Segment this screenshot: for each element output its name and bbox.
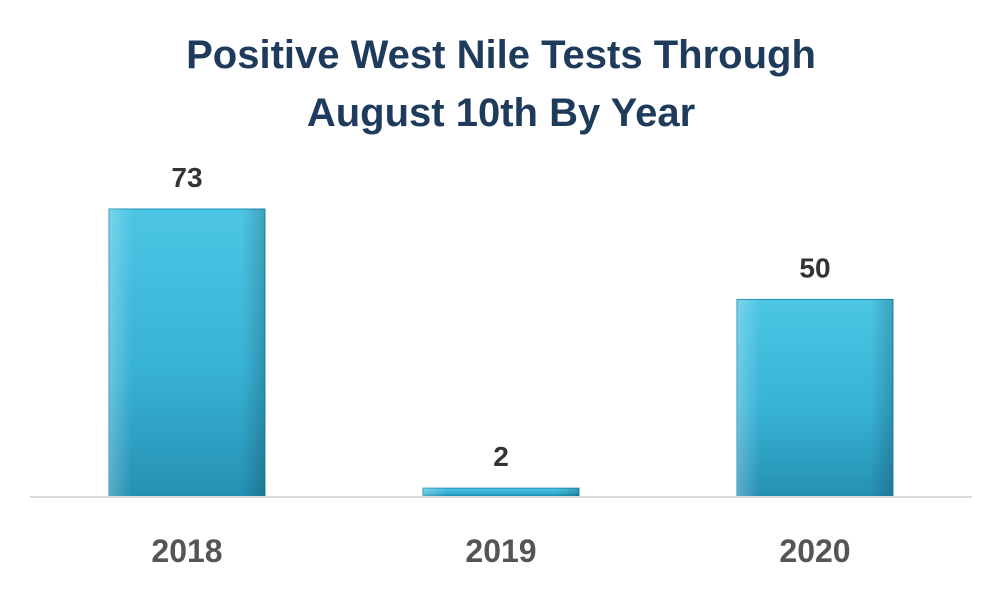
bar-shade-2018 <box>109 209 265 496</box>
chart-title-line-2: August 10th By Year <box>306 91 696 135</box>
x-tick-labels: 2018 2019 2020 <box>151 533 850 569</box>
bars-group <box>108 208 894 497</box>
data-label-2019: 2 <box>493 441 509 472</box>
data-label-2018: 73 <box>171 162 202 193</box>
x-tick-label-2019: 2019 <box>465 533 536 569</box>
bar-shade-2019 <box>423 488 579 496</box>
chart-title-line-1: Positive West Nile Tests Through <box>186 33 816 77</box>
chart-title: Positive West Nile Tests Through August … <box>0 26 1002 142</box>
x-tick-label-2018: 2018 <box>151 533 222 569</box>
x-tick-label-2020: 2020 <box>779 533 850 569</box>
data-label-2020: 50 <box>799 252 830 283</box>
data-labels: 73 2 50 <box>171 162 830 472</box>
bar-shade-2020 <box>737 299 893 496</box>
